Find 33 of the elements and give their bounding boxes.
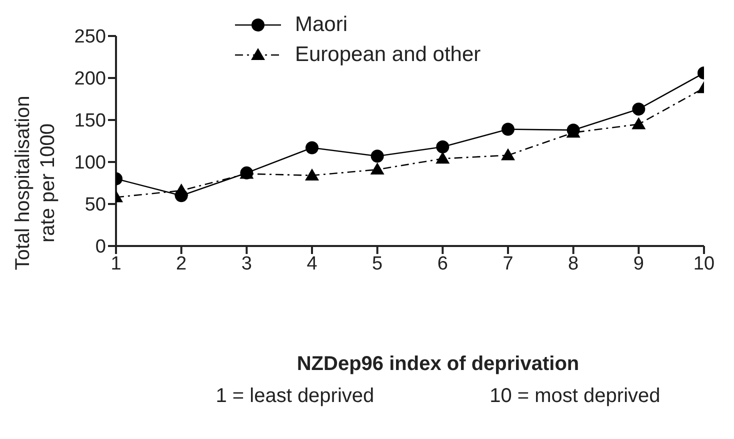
point: [632, 102, 646, 116]
point: [502, 122, 514, 136]
legend-label: Maori: [295, 13, 348, 37]
y-tick-label: 250: [74, 26, 106, 48]
y-tick-label: 150: [74, 110, 106, 132]
y-tick-label: 100: [74, 152, 106, 174]
point: [305, 168, 319, 180]
y-tick-label: 0: [95, 236, 106, 258]
x-tick-label: 5: [372, 253, 383, 274]
x-tick-label: 10: [693, 253, 715, 274]
point: [174, 189, 188, 202]
x-tick-label: 9: [633, 253, 644, 274]
y-tick-label: 50: [84, 194, 106, 216]
point: [370, 150, 384, 163]
point: [306, 141, 318, 154]
x-axis-title: NZDep96 index of deprivation: [296, 353, 580, 376]
x-tick-label: 2: [176, 253, 187, 274]
x-tick-label: 7: [502, 253, 514, 274]
y-axis-title: Total hospitalisation rate per 1000: [11, 94, 60, 272]
text: 1 = least deprived: [216, 385, 374, 408]
legend-label: European and other: [295, 43, 481, 67]
x-tick-label: 8: [568, 253, 579, 274]
x-tick-label: 6: [437, 253, 448, 274]
point: [501, 148, 515, 160]
x-tick-label: 1: [110, 253, 122, 274]
point: [632, 117, 646, 130]
y-tick-label: 200: [74, 68, 106, 90]
point: [370, 162, 384, 175]
text: 10 = most deprived: [490, 385, 660, 408]
x-tick-label: 4: [306, 253, 318, 274]
point: [436, 140, 450, 154]
point: [436, 152, 450, 164]
x-tick-label: 3: [241, 253, 252, 274]
